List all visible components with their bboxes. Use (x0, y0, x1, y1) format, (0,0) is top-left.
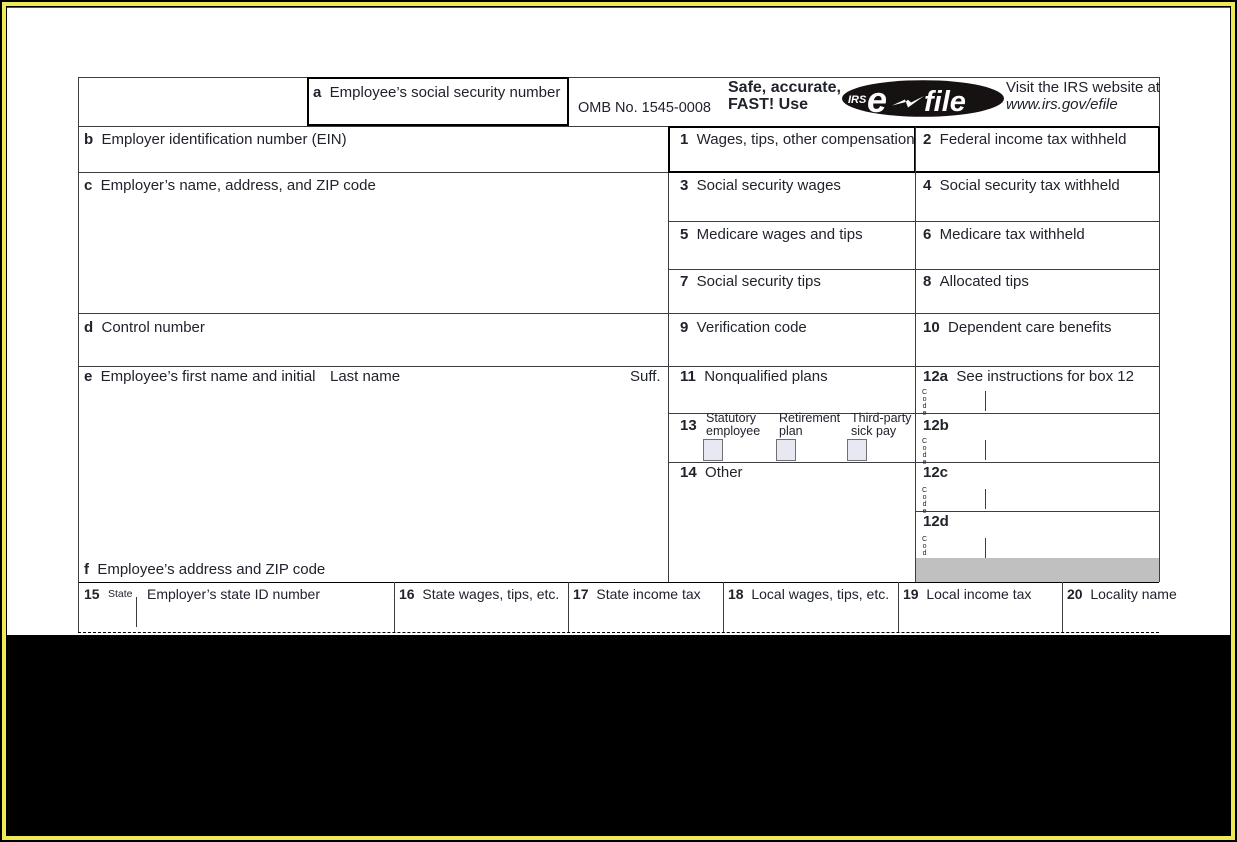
svg-text:IRS: IRS (848, 94, 867, 106)
svg-text:file: file (924, 86, 966, 117)
svg-text:e: e (867, 80, 887, 117)
